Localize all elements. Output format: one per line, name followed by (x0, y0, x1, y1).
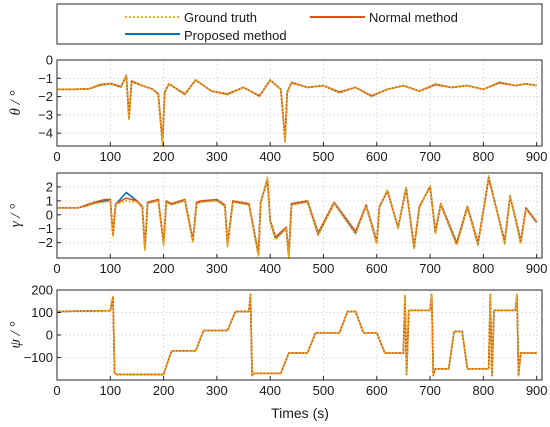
x-tick-label: 300 (206, 261, 228, 276)
plot-frame (56, 59, 543, 147)
x-tick-label: 200 (153, 149, 175, 164)
y-axis-label: ψ / ° (8, 322, 24, 349)
plot-frame (56, 172, 543, 259)
x-tick-label: 600 (366, 261, 388, 276)
y-tick-label: −1 (38, 71, 53, 86)
legend-label-ground-truth: Ground truth (184, 10, 257, 25)
x-tick-label: 300 (206, 383, 228, 398)
y-tick-label: 2 (46, 179, 53, 194)
x-tick-label: 200 (153, 261, 175, 276)
y-tick-label: −2 (38, 235, 53, 250)
legend-label-proposed: Proposed method (184, 28, 287, 43)
x-tick-label: 900 (526, 261, 548, 276)
y-tick-label: 0 (46, 53, 53, 68)
legend-label-normal: Normal method (369, 10, 458, 25)
x-tick-label: 800 (473, 261, 495, 276)
y-tick-label: −1 (38, 221, 53, 236)
x-tick-label: 600 (366, 383, 388, 398)
psi-panel: 0 100 200 300 400 500 600 700 800 900 −100 0 100 200 ψ… (8, 283, 548, 399)
x-axis-label: Times (s) (271, 405, 329, 421)
x-tick-label: 500 (313, 261, 335, 276)
x-tick-label: 200 (153, 383, 175, 398)
x-tick-label: 500 (313, 149, 335, 164)
legend-box (56, 3, 543, 45)
x-tick-label: 100 (99, 261, 121, 276)
series-line-ground-truth (56, 293, 537, 377)
series-line-ground-truth (57, 73, 537, 147)
x-tick-label: 600 (366, 149, 388, 164)
y-tick-label: 100 (31, 305, 53, 320)
x-tick-label: 100 (99, 149, 121, 164)
x-tick-label: 0 (53, 261, 60, 276)
theta-panel: 0 100 200 300 400 500 600 700 800 900 −4 −3 −2 −1 0 θ /… (8, 53, 548, 165)
y-tick-label: −3 (38, 107, 53, 122)
x-tick-label: 400 (259, 383, 281, 398)
y-tick-label: −100 (24, 350, 53, 365)
y-tick-label: −4 (38, 126, 53, 141)
y-axis-label: θ / ° (8, 90, 24, 115)
x-tick-label: 700 (419, 149, 441, 164)
x-tick-label: 700 (419, 383, 441, 398)
x-tick-label: 100 (99, 383, 121, 398)
x-tick-label: 300 (206, 149, 228, 164)
y-axis-label: γ / ° (8, 204, 24, 228)
y-tick-label: 1 (46, 193, 53, 208)
plot-area (57, 60, 542, 146)
series-line-ground-truth (57, 174, 538, 259)
x-tick-label: 700 (419, 261, 441, 276)
y-tick-label: 0 (46, 328, 53, 343)
x-tick-label: 900 (526, 383, 548, 398)
y-tick-label: 0 (46, 207, 53, 222)
x-tick-label: 0 (53, 383, 60, 398)
x-tick-label: 400 (259, 261, 281, 276)
x-tick-label: 0 (53, 149, 60, 164)
x-tick-label: 400 (259, 149, 281, 164)
x-tick-label: 500 (313, 383, 335, 398)
legend: Ground truth Normal method Proposed meth… (56, 3, 543, 45)
x-tick-label: 900 (526, 149, 548, 164)
x-tick-label: 800 (473, 149, 495, 164)
y-tick-label: 200 (31, 283, 53, 298)
y-tick-label: −2 (38, 89, 53, 104)
x-tick-label: 800 (473, 383, 495, 398)
